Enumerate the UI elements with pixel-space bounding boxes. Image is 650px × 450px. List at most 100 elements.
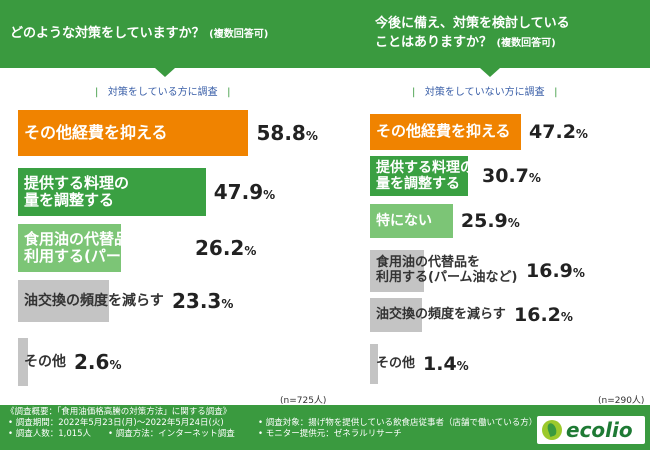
category-label: 食用油の代替品を 利用する(パーム油など) [24,229,188,266]
category-label-line: 量を調整する [376,175,460,192]
category-label-line: 利用する(パーム油など) [24,247,188,265]
left-header-notch [155,68,175,77]
left-question-text: どのような対策をしていますか？ [10,26,205,41]
value-number: 30.7 [482,164,529,187]
ecolio-logo: ecolio [537,416,645,444]
footer-count-method: • 調査人数：1,015人 • 調査方法：インターネット調査 [8,429,235,439]
category-label: 提供する料理の 量を調整する [376,160,474,192]
bar-row: その他経費を抑える 58.8% [18,110,328,156]
value-number: 16.2 [514,303,561,326]
value-label: 2.6% [74,350,121,374]
value-label: 1.4% [423,353,469,375]
left-question-header: どのような対策をしていますか？ (複数回答可) [0,0,335,68]
category-label-line: その他経費を抑える [376,122,511,141]
value-label: 16.2% [514,304,573,326]
category-label: 油交換の頻度を減らす [24,293,164,309]
value-number: 2.6 [74,350,110,374]
footer-target: • 調査対象：揚げ物を提供している飲食店従事者（店舗で働いている方） [258,418,538,428]
value-number: 1.4 [423,352,457,375]
value-unit: % [456,358,469,373]
category-label-line: 特にない [376,212,432,229]
value-number: 26.2 [195,236,245,260]
right-question-note: (複数回答可) [496,38,556,49]
bar [370,250,425,292]
value-label: 30.7% [482,165,541,187]
category-label-line: 量を調整する [24,191,115,209]
bar-row: 油交換の頻度を減らす 23.3% [18,280,328,322]
category-label: 油交換の頻度を減らす [376,306,506,323]
category-label-line: 油交換の頻度を減らす [24,292,164,309]
bar [370,344,378,384]
value-number: 16.9 [526,259,573,282]
value-unit: % [528,170,541,185]
category-label: その他経費を抑える [376,123,511,140]
bar-row: 特にない 25.9% [370,204,640,238]
left-subtitle: | 対策をしている方に調査 | [95,87,231,98]
category-label: 提供する料理の 量を調整する [24,174,129,210]
left-sample-size: (n=725人) [280,396,327,406]
right-question: 今後に備え、対策を検討している ことはありますか？ (複数回答可) [375,14,570,53]
left-subtitle-text: 対策をしている方に調査 [107,87,218,98]
category-label-line: 提供する料理の [376,159,474,176]
bar [18,280,110,322]
value-unit: % [305,129,318,143]
value-unit: % [507,215,520,230]
category-label-line: 油交換の頻度を減らす [376,306,506,322]
category-label: その他 [24,354,66,370]
left-question-note: (複数回答可) [209,29,269,40]
category-label-line: その他 [24,353,66,370]
value-unit: % [572,265,585,280]
value-label: 23.3% [172,289,233,313]
bar-row: その他 1.4% [370,344,640,384]
category-label: その他経費を抑える [24,122,168,142]
right-sample-size: (n=290人) [598,396,645,406]
value-number: 25.9 [460,209,508,232]
value-number: 23.3 [172,289,222,313]
bar-row: 油交換の頻度を減らす 16.2% [370,298,640,332]
category-label-line: 食用油の代替品を [24,229,145,248]
category-label-line: 利用する(パーム油など) [376,269,518,285]
bar-row: その他経費を抑える 47.2% [370,114,640,150]
left-question: どのような対策をしていますか？ (複数回答可) [10,24,268,44]
category-label: 特にない [376,213,432,229]
footer-title: 《調査概要：「食用油価格高騰の対策方法」に関する調査》 [6,407,232,417]
right-question-line2: ことはありますか？ [375,35,493,50]
bar [370,156,469,196]
value-label: 47.9% [214,180,275,204]
right-subtitle: | 対策をしていない方に調査 | [412,87,558,98]
bar [370,298,422,332]
category-label-line: その他 [376,355,416,371]
leaf-icon [542,420,562,440]
category-label: 食用油の代替品を 利用する(パーム油など) [376,255,518,286]
bar [18,168,206,216]
bar-row: 提供する料理の 量を調整する 47.9% [18,168,328,216]
bar-row: 提供する料理の 量を調整する 30.7% [370,156,640,196]
value-number: 47.2 [529,120,576,143]
bar [18,338,29,386]
logo-text: ecolio [566,418,633,442]
category-label: その他 [376,355,416,372]
value-number: 58.8 [256,121,306,145]
value-unit: % [263,188,276,202]
bar [18,110,249,156]
right-header-notch [480,68,500,77]
value-unit: % [109,358,122,372]
value-unit: % [575,126,588,141]
bar-row: 食用油の代替品を 利用する(パーム油など) 16.9% [370,250,640,292]
right-question-header: 今後に備え、対策を検討している ことはありますか？ (複数回答可) [335,0,650,68]
value-label: 58.8% [256,121,317,145]
footer-period: • 調査期間：2022年5月23日(月)～2022年5月24日(火) [8,418,224,428]
value-label: 16.9% [526,260,585,282]
right-subtitle-text: 対策をしていない方に調査 [424,87,545,98]
category-label-line: その他経費を抑える [24,122,168,142]
bar [370,114,522,150]
value-unit: % [221,297,234,311]
bar [18,224,121,272]
bar [370,204,453,238]
value-label: 26.2% [195,236,256,260]
value-unit: % [560,309,573,324]
footer-provider: • モニター提供元：ゼネラルリサーチ [258,429,402,439]
value-unit: % [244,244,257,258]
value-label: 47.2% [529,121,588,143]
bar-row: その他 2.6% [18,338,328,386]
